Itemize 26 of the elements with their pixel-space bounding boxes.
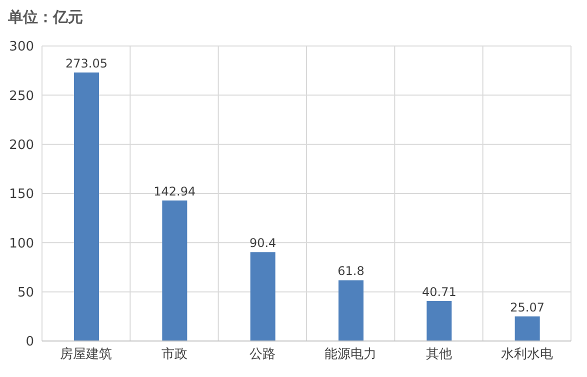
bar xyxy=(514,316,540,341)
chart-title: 单位：亿元 xyxy=(8,8,83,27)
bar xyxy=(250,252,276,341)
x-tick-label: 其他 xyxy=(426,347,452,362)
y-tick-label: 250 xyxy=(9,88,34,104)
y-tick-label: 50 xyxy=(17,285,34,300)
x-tick-label: 房屋建筑 xyxy=(60,346,112,362)
bar xyxy=(426,300,452,341)
data-label: 25.07 xyxy=(510,300,545,314)
data-label: 90.4 xyxy=(249,236,276,250)
y-tick-label: 200 xyxy=(9,138,34,153)
x-tick-label: 公路 xyxy=(249,347,276,362)
x-tick-label: 市政 xyxy=(161,347,188,362)
bar xyxy=(74,72,99,341)
data-label: 142.94 xyxy=(154,184,196,198)
y-tick-label: 150 xyxy=(9,187,34,202)
data-label: 61.8 xyxy=(338,264,364,278)
y-tick-label: 0 xyxy=(26,334,34,350)
bar xyxy=(162,200,188,341)
y-tick-label: 100 xyxy=(9,236,34,252)
bar xyxy=(338,280,364,341)
data-label: 273.05 xyxy=(66,56,108,70)
y-tick-label: 300 xyxy=(9,40,34,55)
data-label: 40.71 xyxy=(422,284,456,299)
x-tick-label: 能源电力 xyxy=(324,347,377,362)
x-tick-label: 水利水电 xyxy=(500,347,553,362)
